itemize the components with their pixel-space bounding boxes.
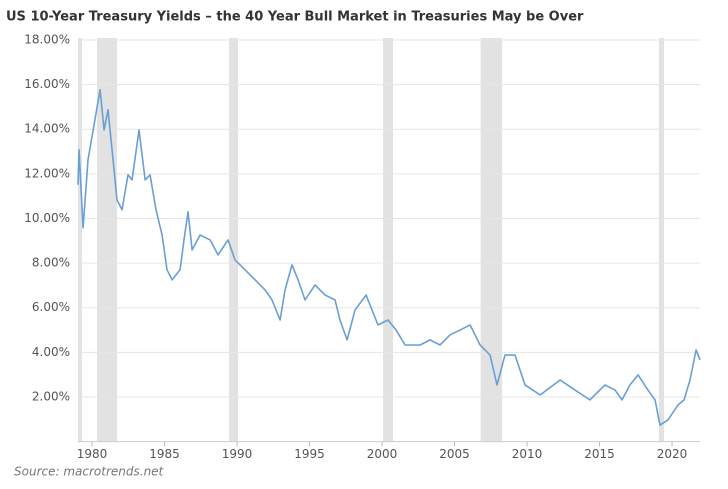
x-tick-label: 2000 <box>367 447 398 461</box>
y-tick-label: 8.00% <box>32 256 70 270</box>
shaded-range <box>658 38 665 442</box>
shaded-range <box>383 38 394 442</box>
x-tick-label: 1990 <box>222 447 253 461</box>
x-tick-label: 1995 <box>294 447 325 461</box>
x-tick-label: 1980 <box>77 447 108 461</box>
y-tick-label: 6.00% <box>32 300 70 314</box>
x-tick-label: 2015 <box>584 447 615 461</box>
y-tick-label: 16.00% <box>24 77 70 91</box>
x-tick-label: 2020 <box>657 447 688 461</box>
yield-line <box>77 88 701 426</box>
shaded-range <box>96 38 118 442</box>
y-tick-label: 4.00% <box>32 345 70 359</box>
source-note: Source: macrotrends.net <box>14 465 165 479</box>
y-tick-label: 2.00% <box>32 389 70 403</box>
y-tick-label: 10.00% <box>24 211 70 225</box>
chart-title: US 10-Year Treasury Yields – the 40 Year… <box>6 10 584 25</box>
y-tick-label: 18.00% <box>24 33 70 47</box>
shaded-range <box>229 38 239 442</box>
x-tick-label: 1985 <box>149 447 180 461</box>
x-tick-label: 2005 <box>439 447 470 461</box>
y-tick-label: 14.00% <box>24 122 70 136</box>
shaded-range <box>78 38 82 442</box>
shaded-range <box>480 38 503 442</box>
x-tick-label: 2010 <box>512 447 543 461</box>
y-tick-label: 12.00% <box>24 166 70 180</box>
